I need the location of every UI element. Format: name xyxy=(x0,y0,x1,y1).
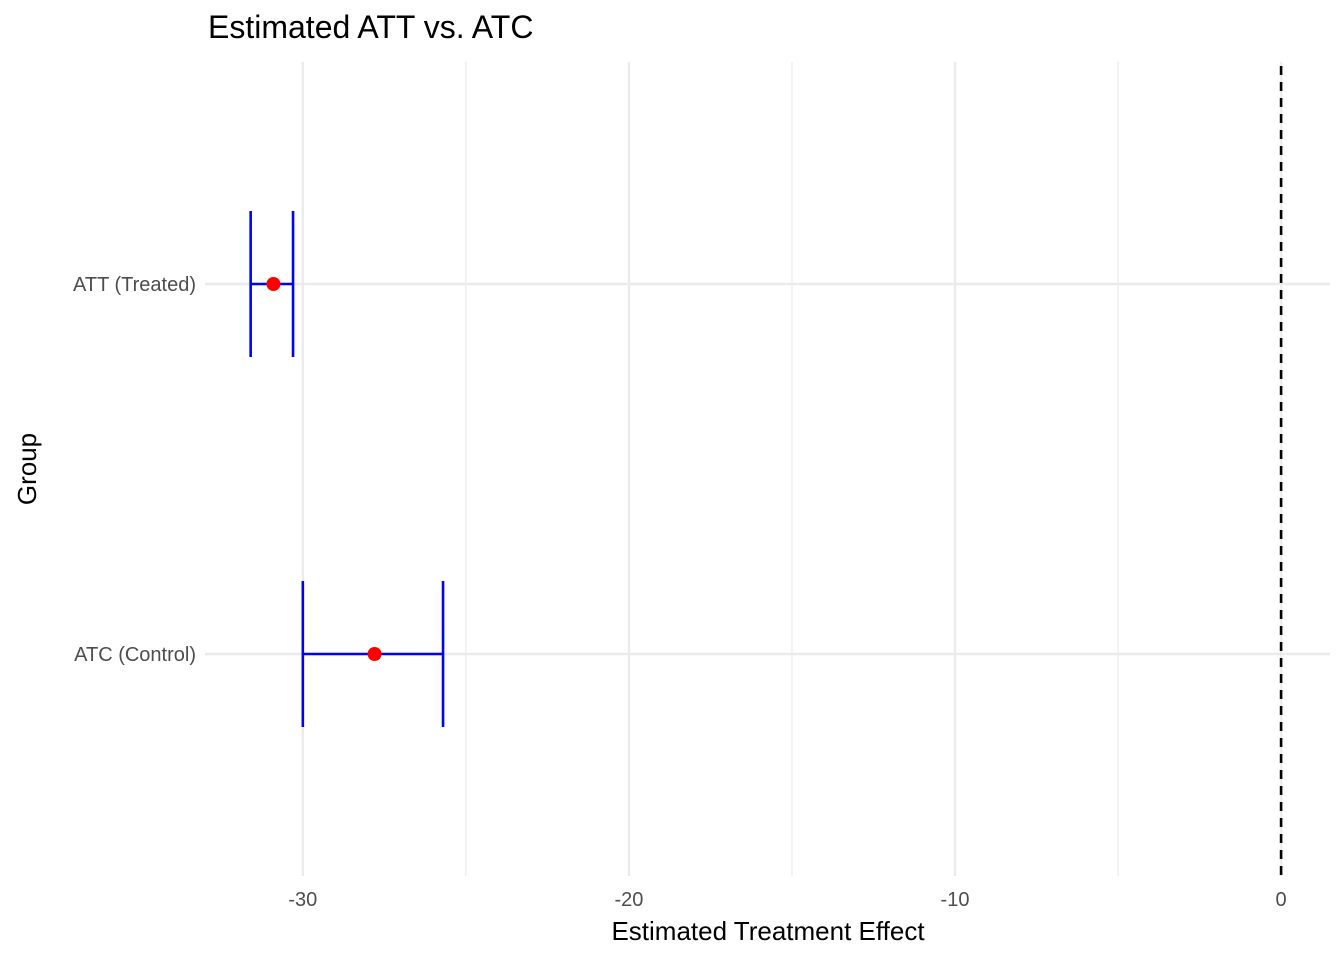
estimate-point-att xyxy=(266,277,281,291)
errorbar-layer xyxy=(249,211,445,727)
y-axis-title: Group xyxy=(12,433,42,505)
y-tick-label: ATT (Treated) xyxy=(73,274,196,296)
grid-layer xyxy=(205,62,1330,876)
y-tick-labels: ATT (Treated) ATC (Control) xyxy=(73,274,196,666)
y-tick-label: ATC (Control) xyxy=(74,644,196,666)
x-tick-label: -10 xyxy=(941,889,970,911)
x-tick-label: 0 xyxy=(1276,889,1287,911)
chart-title: Estimated ATT vs. ATC xyxy=(208,9,533,45)
x-axis-title: Estimated Treatment Effect xyxy=(611,916,925,946)
estimate-point-atc xyxy=(367,647,382,661)
x-tick-label: -30 xyxy=(288,889,317,911)
x-tick-labels: -30 -20 -10 0 xyxy=(288,889,1286,911)
x-tick-label: -20 xyxy=(614,889,643,911)
point-layer xyxy=(266,277,382,661)
